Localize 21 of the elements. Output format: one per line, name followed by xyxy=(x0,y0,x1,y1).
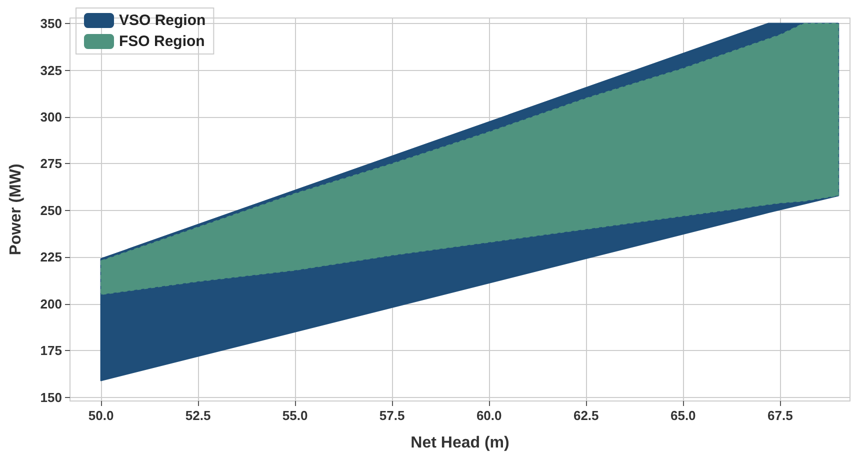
y-tick-label: 225 xyxy=(40,250,62,265)
y-tick-label: 300 xyxy=(40,110,62,125)
y-tick-label: 200 xyxy=(40,296,62,312)
x-tick-label: 55.0 xyxy=(282,408,308,423)
y-tick-label: 150 xyxy=(40,390,62,405)
x-tick-label: 52.5 xyxy=(185,408,211,423)
legend-label: FSO Region xyxy=(119,33,205,50)
legend-label: VSO Region xyxy=(119,12,206,29)
x-axis-title: Net Head (m) xyxy=(410,434,510,452)
x-tick-label: 57.5 xyxy=(379,408,405,423)
y-tick-label: 275 xyxy=(40,156,62,172)
x-tick-label: 65.0 xyxy=(670,408,696,423)
y-tick-label: 325 xyxy=(40,62,62,78)
y-axis-title: Power (MW) xyxy=(8,164,24,256)
y-tick-label: 250 xyxy=(40,202,62,218)
y-tick-label: 175 xyxy=(40,343,62,358)
x-tick-label: 62.5 xyxy=(573,408,599,423)
x-tick-label: 67.5 xyxy=(767,408,793,423)
x-tick-label: 50.0 xyxy=(88,408,114,423)
y-tick-label: 350 xyxy=(40,16,62,32)
x-tick-label: 60.0 xyxy=(476,408,502,423)
